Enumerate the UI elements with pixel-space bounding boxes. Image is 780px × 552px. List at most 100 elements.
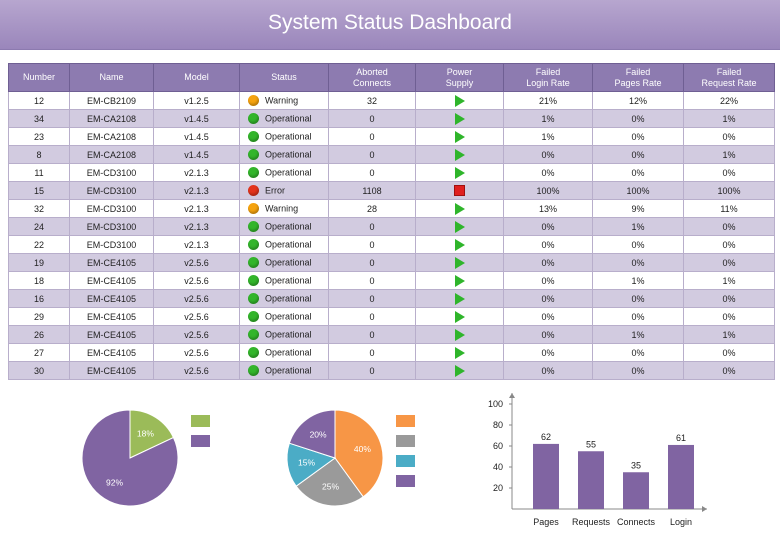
- name-cell: EM-CD3100: [69, 217, 154, 236]
- status-cell: Warning: [239, 91, 329, 110]
- status-cell: Operational: [239, 253, 329, 272]
- play-icon: [454, 310, 465, 323]
- pie-chart-1: 18% 92%: [81, 409, 210, 507]
- status-cell: Operational: [239, 235, 329, 254]
- table-row[interactable]: 32 EM-CD3100 v2.1.3 Warning 28 13% 9% 11%: [8, 199, 775, 218]
- status-operational-icon: [248, 293, 259, 305]
- status-cell: Operational: [239, 145, 329, 164]
- failed-login-rate-cell: 0%: [503, 271, 593, 290]
- model-cell: v2.5.6: [153, 253, 240, 272]
- table-row[interactable]: 26 EM-CE4105 v2.5.6 Operational 0 0% 1% 1%: [8, 325, 775, 344]
- pie-slice-label: 40%: [354, 444, 371, 454]
- number-cell: 16: [8, 289, 70, 308]
- name-cell: EM-CA2108: [69, 145, 154, 164]
- table-row[interactable]: 11 EM-CD3100 v2.1.3 Operational 0 0% 0% 0%: [8, 163, 775, 182]
- table-row[interactable]: 15 EM-CD3100 v2.1.3 Error 1108 100% 100% 100%: [8, 181, 775, 200]
- play-icon: [454, 346, 465, 359]
- failed-request-rate-cell: 0%: [683, 217, 775, 236]
- number-cell: 18: [8, 271, 70, 290]
- status-label: Operational: [265, 293, 312, 304]
- table-row[interactable]: 30 EM-CE4105 v2.5.6 Operational 0 0% 0% 0%: [8, 361, 775, 380]
- power-supply-cell: [415, 253, 504, 272]
- name-cell: EM-CE4105: [69, 271, 154, 290]
- name-cell: EM-CE4105: [69, 361, 154, 380]
- table-row[interactable]: 18 EM-CE4105 v2.5.6 Operational 0 0% 1% 1%: [8, 271, 775, 290]
- bar-value-label: 35: [631, 460, 641, 470]
- pie-slice-label: 25%: [322, 481, 339, 491]
- play-icon: [454, 94, 465, 107]
- model-cell: v2.1.3: [153, 163, 240, 182]
- number-cell: 11: [8, 163, 70, 182]
- status-indicator: Operational: [248, 329, 320, 341]
- failed-login-rate-cell: 0%: [503, 307, 593, 326]
- model-cell: v1.4.5: [153, 145, 240, 164]
- status-table: Number Name Model Status Aborted Connects Powe…: [8, 63, 775, 380]
- status-label: Operational: [265, 365, 312, 376]
- play-icon: [454, 328, 465, 341]
- table-row[interactable]: 34 EM-CA2108 v1.4.5 Operational 0 1% 0% 1%: [8, 109, 775, 128]
- model-cell: v2.5.6: [153, 343, 240, 362]
- table-row[interactable]: 27 EM-CE4105 v2.5.6 Operational 0 0% 0% 0%: [8, 343, 775, 362]
- status-label: Operational: [265, 257, 312, 268]
- table-row[interactable]: 16 EM-CE4105 v2.5.6 Operational 0 0% 0% 0%: [8, 289, 775, 308]
- model-cell: v2.5.6: [153, 361, 240, 380]
- bar-chart: 20 40 60 80 100 62 Pages 55 Requests 35 Connects 61…: [488, 393, 707, 527]
- status-cell: Operational: [239, 271, 329, 290]
- legend-swatch: [191, 415, 210, 427]
- pie-slice: [334, 409, 384, 498]
- status-indicator: Operational: [248, 221, 320, 233]
- table-row[interactable]: 12 EM-CB2109 v1.2.5 Warning 32 21% 12% 22%: [8, 91, 775, 110]
- play-icon: [454, 148, 465, 161]
- status-cell: Operational: [239, 217, 329, 236]
- table-row[interactable]: 19 EM-CE4105 v2.5.6 Operational 0 0% 0% 0%: [8, 253, 775, 272]
- pie-slice: [81, 409, 179, 507]
- failed-login-rate-cell: 21%: [503, 91, 593, 110]
- model-cell: v2.1.3: [153, 199, 240, 218]
- table-row[interactable]: 22 EM-CD3100 v2.1.3 Operational 0 0% 0% 0%: [8, 235, 775, 254]
- failed-pages-rate-cell: 0%: [592, 109, 684, 128]
- failed-pages-rate-cell: 1%: [592, 325, 684, 344]
- status-indicator: Operational: [248, 257, 320, 269]
- table-row[interactable]: 24 EM-CD3100 v2.1.3 Operational 0 0% 1% 0%: [8, 217, 775, 236]
- status-cell: Error: [239, 181, 329, 200]
- status-cell: Operational: [239, 289, 329, 308]
- status-operational-icon: [248, 329, 259, 341]
- status-label: Operational: [265, 113, 312, 124]
- table-row[interactable]: 29 EM-CE4105 v2.5.6 Operational 0 0% 0% 0%: [8, 307, 775, 326]
- number-cell: 22: [8, 235, 70, 254]
- table-row[interactable]: 8 EM-CA2108 v1.4.5 Operational 0 0% 0% 1%: [8, 145, 775, 164]
- failed-pages-rate-cell: 0%: [592, 127, 684, 146]
- play-icon: [454, 112, 465, 125]
- status-operational-icon: [248, 239, 259, 251]
- y-tick-label: 20: [493, 483, 503, 493]
- failed-request-rate-cell: 1%: [683, 325, 775, 344]
- name-cell: EM-CE4105: [69, 253, 154, 272]
- power-supply-cell: [415, 325, 504, 344]
- pie-slice-label: 18%: [137, 429, 154, 439]
- aborted-connects-cell: 0: [328, 343, 416, 362]
- status-indicator: Warning: [248, 203, 320, 215]
- aborted-connects-cell: 0: [328, 361, 416, 380]
- name-cell: EM-CD3100: [69, 235, 154, 254]
- number-cell: 8: [8, 145, 70, 164]
- bar: [578, 451, 604, 509]
- status-label: Operational: [265, 167, 312, 178]
- table-row[interactable]: 23 EM-CA2108 v1.4.5 Operational 0 1% 0% 0%: [8, 127, 775, 146]
- failed-request-rate-cell: 0%: [683, 127, 775, 146]
- power-supply-cell: [415, 181, 504, 200]
- status-label: Warning: [265, 95, 299, 106]
- failed-login-rate-cell: 0%: [503, 163, 593, 182]
- failed-pages-rate-cell: 0%: [592, 235, 684, 254]
- failed-login-rate-cell: 100%: [503, 181, 593, 200]
- status-label: Operational: [265, 311, 312, 322]
- name-cell: EM-CB2109: [69, 91, 154, 110]
- x-tick-label: Requests: [572, 517, 611, 527]
- model-cell: v1.2.5: [153, 91, 240, 110]
- status-operational-icon: [248, 275, 259, 287]
- model-cell: v2.1.3: [153, 235, 240, 254]
- legend-swatch: [396, 475, 415, 487]
- name-cell: EM-CE4105: [69, 307, 154, 326]
- model-cell: v2.1.3: [153, 217, 240, 236]
- stop-icon: [454, 185, 465, 197]
- table-header-row: Number Name Model Status Aborted Connects Powe…: [8, 63, 775, 92]
